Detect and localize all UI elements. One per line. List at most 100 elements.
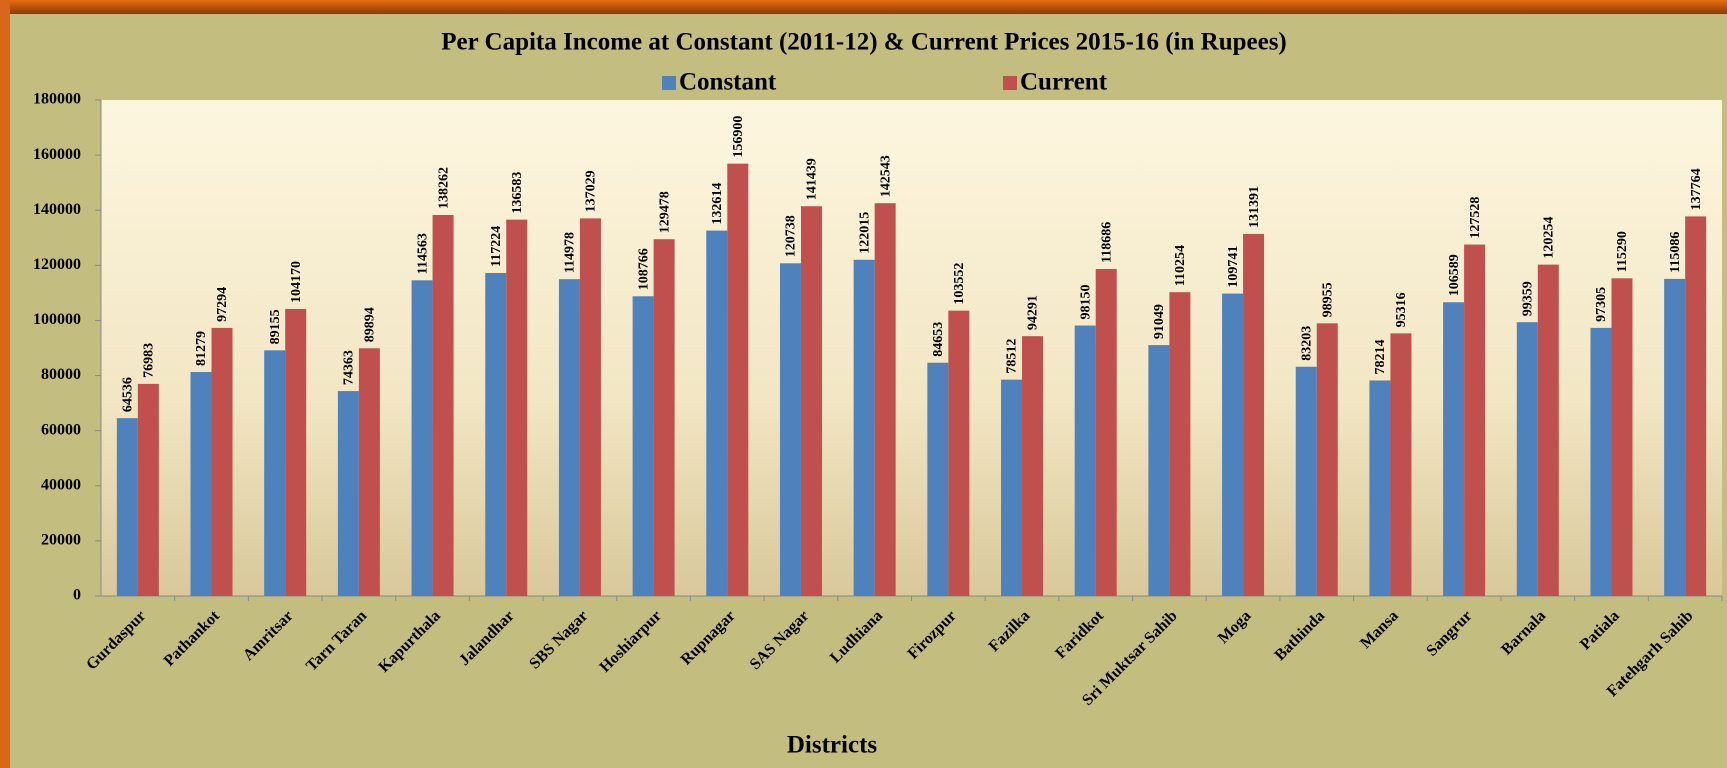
data-label: 89894 [363, 307, 378, 342]
y-tick-label: 160000 [33, 146, 81, 163]
data-label: 91049 [1152, 304, 1167, 339]
bar [1022, 336, 1044, 596]
bar [853, 259, 875, 596]
data-label: 98150 [1078, 285, 1093, 320]
data-label: 142543 [878, 155, 893, 197]
data-label: 78512 [1005, 339, 1020, 374]
y-tick-label: 140000 [33, 201, 81, 218]
data-label: 109741 [1226, 246, 1241, 288]
bar [653, 239, 675, 596]
bar [1148, 345, 1170, 596]
bar [358, 348, 380, 596]
bar [1664, 278, 1686, 596]
bar [432, 215, 454, 596]
data-label: 108766 [636, 248, 651, 290]
frame-top [0, 0, 1727, 14]
frame-left [0, 0, 10, 768]
data-label: 74363 [342, 350, 357, 385]
data-label: 104170 [289, 261, 304, 303]
data-label: 95316 [1394, 292, 1409, 327]
data-label: 89155 [268, 309, 283, 344]
bar [1590, 327, 1612, 596]
y-tick-label: 100000 [33, 311, 81, 328]
data-label: 114563 [415, 233, 430, 274]
data-label: 141439 [805, 158, 820, 200]
x-axis-label: Districts [787, 732, 878, 759]
bar [337, 391, 359, 596]
data-label: 106589 [1447, 254, 1462, 296]
data-label: 137029 [584, 170, 599, 212]
bar [1369, 380, 1391, 596]
bar [874, 203, 896, 596]
bar [264, 350, 286, 596]
data-label: 81279 [194, 331, 209, 366]
y-tick-label: 0 [73, 587, 81, 604]
bar [800, 206, 822, 597]
bar [137, 383, 159, 596]
data-label: 114978 [563, 232, 578, 273]
data-label: 127528 [1468, 197, 1483, 239]
data-label: 99359 [1521, 281, 1536, 316]
y-tick-label: 180000 [33, 91, 81, 108]
bar [485, 272, 507, 596]
data-label: 97305 [1594, 287, 1609, 322]
y-tick-label: 20000 [41, 532, 81, 549]
data-label: 120254 [1542, 217, 1557, 259]
data-label: 131391 [1247, 186, 1262, 228]
data-label: 98955 [1320, 282, 1335, 317]
data-label: 129478 [657, 191, 672, 233]
bar [948, 310, 970, 596]
bar [190, 372, 212, 596]
data-label: 110254 [1173, 245, 1188, 286]
data-label: 64536 [121, 377, 136, 412]
data-label: 118686 [1099, 222, 1114, 263]
data-label: 97294 [215, 287, 230, 322]
bar [1316, 323, 1338, 596]
data-label: 115086 [1668, 232, 1683, 273]
legend-label: Constant [679, 69, 777, 96]
bar [411, 280, 433, 596]
y-tick-label: 120000 [33, 256, 81, 273]
bar [1074, 325, 1096, 596]
bar [579, 218, 601, 596]
data-label: 115290 [1615, 231, 1630, 272]
bar [1001, 379, 1023, 596]
data-label: 84653 [931, 322, 946, 357]
bar [1464, 244, 1486, 596]
bar [116, 418, 138, 596]
bar [1685, 216, 1707, 596]
legend-swatch [1003, 76, 1017, 90]
y-tick-label: 80000 [41, 366, 81, 383]
bar [1611, 278, 1633, 596]
bar [706, 230, 728, 596]
chart-title: Per Capita Income at Constant (2011-12) … [441, 29, 1287, 56]
bar [211, 327, 233, 596]
data-label: 136583 [510, 172, 525, 214]
data-label: 156900 [731, 116, 746, 158]
bar [727, 163, 749, 597]
bar [1390, 333, 1412, 596]
data-label: 94291 [1026, 295, 1041, 330]
data-label: 78214 [1373, 339, 1388, 374]
bar [1243, 233, 1265, 596]
bar [1169, 292, 1191, 596]
data-label: 120738 [784, 215, 799, 257]
y-tick-label: 40000 [41, 476, 81, 493]
bar [506, 219, 528, 597]
data-label: 122015 [857, 212, 872, 254]
bar [558, 279, 580, 596]
data-label: 132614 [710, 183, 725, 225]
bar [1295, 366, 1317, 596]
bar [632, 296, 654, 596]
bar [927, 362, 949, 596]
bar [285, 308, 307, 596]
y-tick-label: 60000 [41, 421, 81, 438]
data-label: 117224 [489, 226, 504, 267]
data-label: 137764 [1689, 168, 1704, 210]
data-label: 103552 [952, 263, 967, 305]
legend-label: Current [1020, 69, 1108, 96]
bar [1222, 293, 1244, 596]
bar [1443, 302, 1465, 596]
